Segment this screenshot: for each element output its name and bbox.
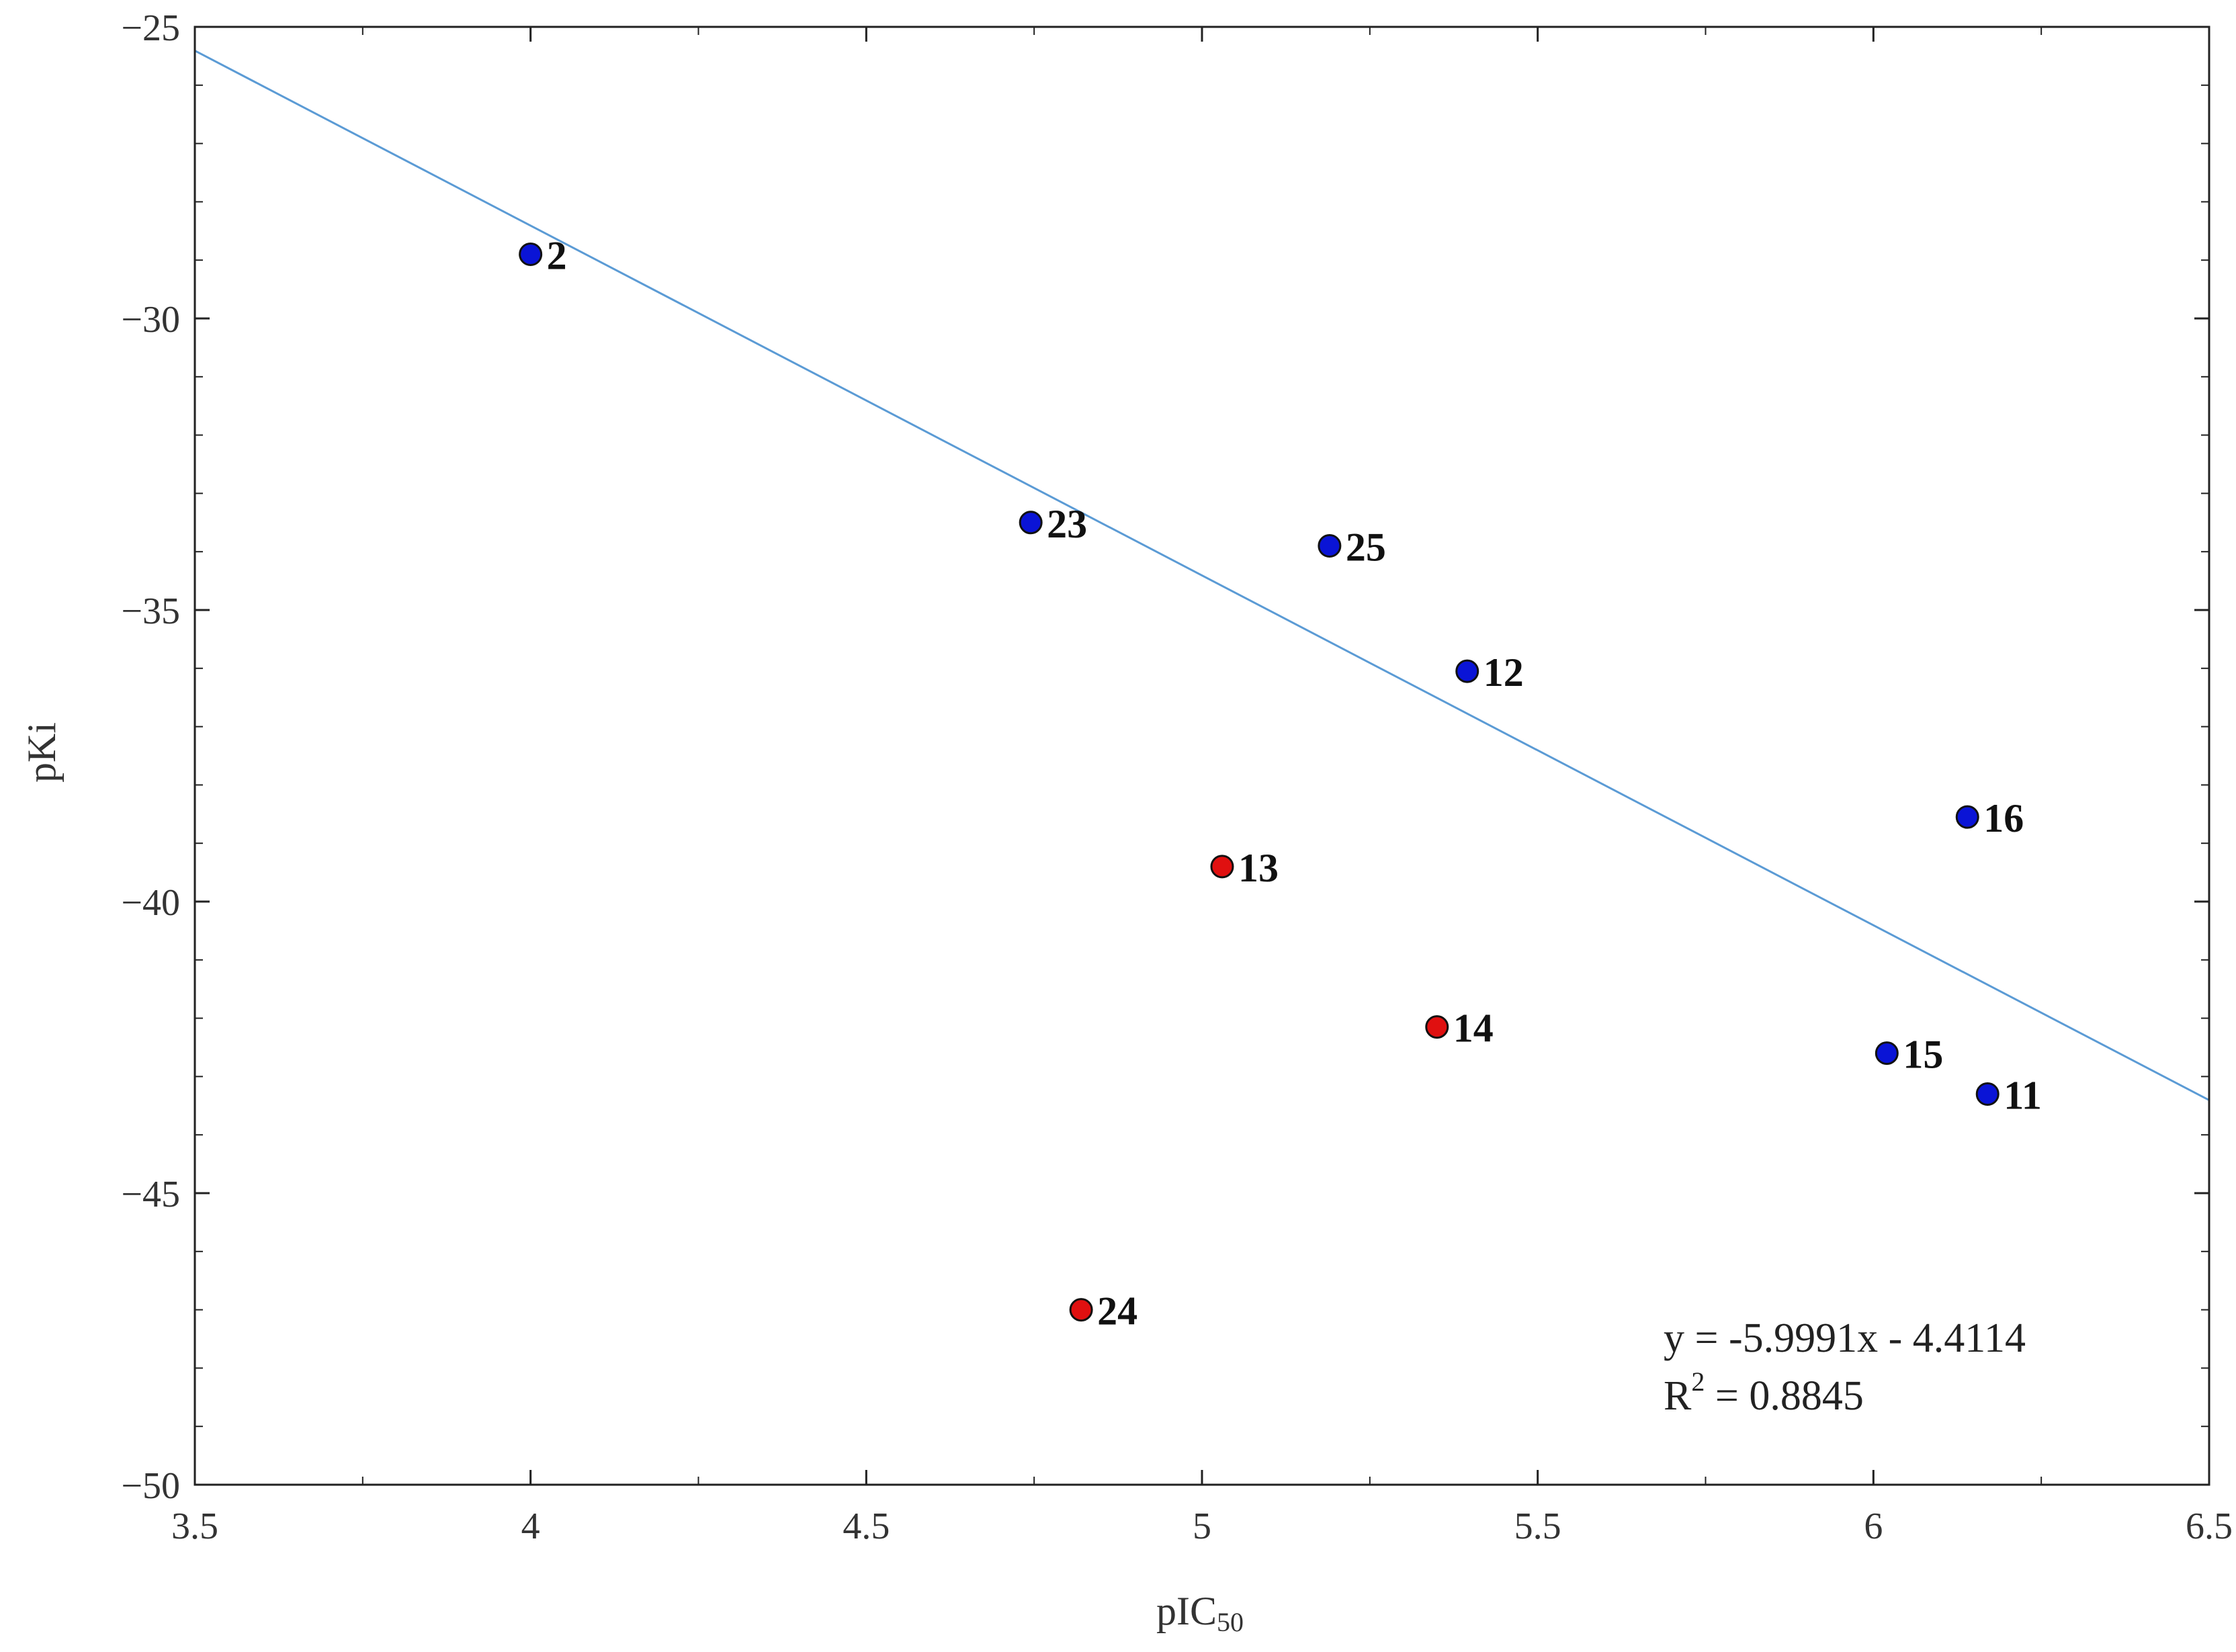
data-point-red <box>1069 1298 1093 1322</box>
data-point-blue <box>1318 534 1342 558</box>
r-squared-value: = 0.8845 <box>1705 1373 1863 1419</box>
x-tick-label: 6.5 <box>2186 1506 2233 1547</box>
r-squared-superscript: 2 <box>1691 1366 1705 1397</box>
x-tick-label: 6 <box>1864 1506 1883 1547</box>
x-tick-label: 4.5 <box>843 1506 890 1547</box>
y-tick-label: −50 <box>121 1465 180 1507</box>
x-axis-title: pIC50 <box>1156 1589 1244 1637</box>
x-axis-title-main: pIC <box>1156 1589 1217 1633</box>
point-label: 11 <box>2004 1073 2042 1117</box>
y-tick-label: −25 <box>121 7 180 49</box>
x-axis-title-subscript: 50 <box>1217 1607 1244 1637</box>
data-point-red <box>1425 1015 1449 1039</box>
y-axis-title: pKi <box>19 722 64 783</box>
point-label: 12 <box>1484 650 1524 695</box>
point-label: 2 <box>547 234 567 278</box>
trendline <box>194 50 2210 1101</box>
point-label: 24 <box>1097 1289 1137 1334</box>
point-label: 23 <box>1047 502 1087 546</box>
data-point-blue <box>519 243 543 267</box>
r-squared-prefix: R <box>1664 1373 1692 1419</box>
y-tick-label: −45 <box>121 1174 180 1215</box>
trendline-equation: y = -5.9991x - 4.4114 <box>1664 1315 2026 1361</box>
point-label: 25 <box>1346 525 1386 570</box>
x-tick-label: 4 <box>521 1506 540 1547</box>
point-label: 15 <box>1903 1033 1943 1077</box>
point-label: 14 <box>1453 1006 1494 1051</box>
data-point-blue <box>1019 511 1043 535</box>
data-point-red <box>1210 855 1234 879</box>
x-tick-label: 3.5 <box>171 1506 218 1547</box>
y-tick-label: −35 <box>121 591 180 632</box>
data-point-blue <box>1455 659 1479 683</box>
x-tick-label: 5 <box>1193 1506 1211 1547</box>
x-tick-label: 5.5 <box>1514 1506 1561 1547</box>
y-tick-label: −40 <box>121 882 180 924</box>
y-tick-label: −30 <box>121 299 180 341</box>
data-point-blue <box>1975 1082 2000 1106</box>
r-squared-text: R2 = 0.8845 <box>1664 1366 1864 1419</box>
point-label: 13 <box>1238 846 1279 890</box>
data-point-blue <box>1955 805 1979 829</box>
equation-annotation: y = -5.9991x - 4.4114 R2 = 0.8845 <box>1664 1315 2026 1419</box>
point-label: 16 <box>1983 796 2024 840</box>
data-point-blue <box>1875 1041 1899 1066</box>
